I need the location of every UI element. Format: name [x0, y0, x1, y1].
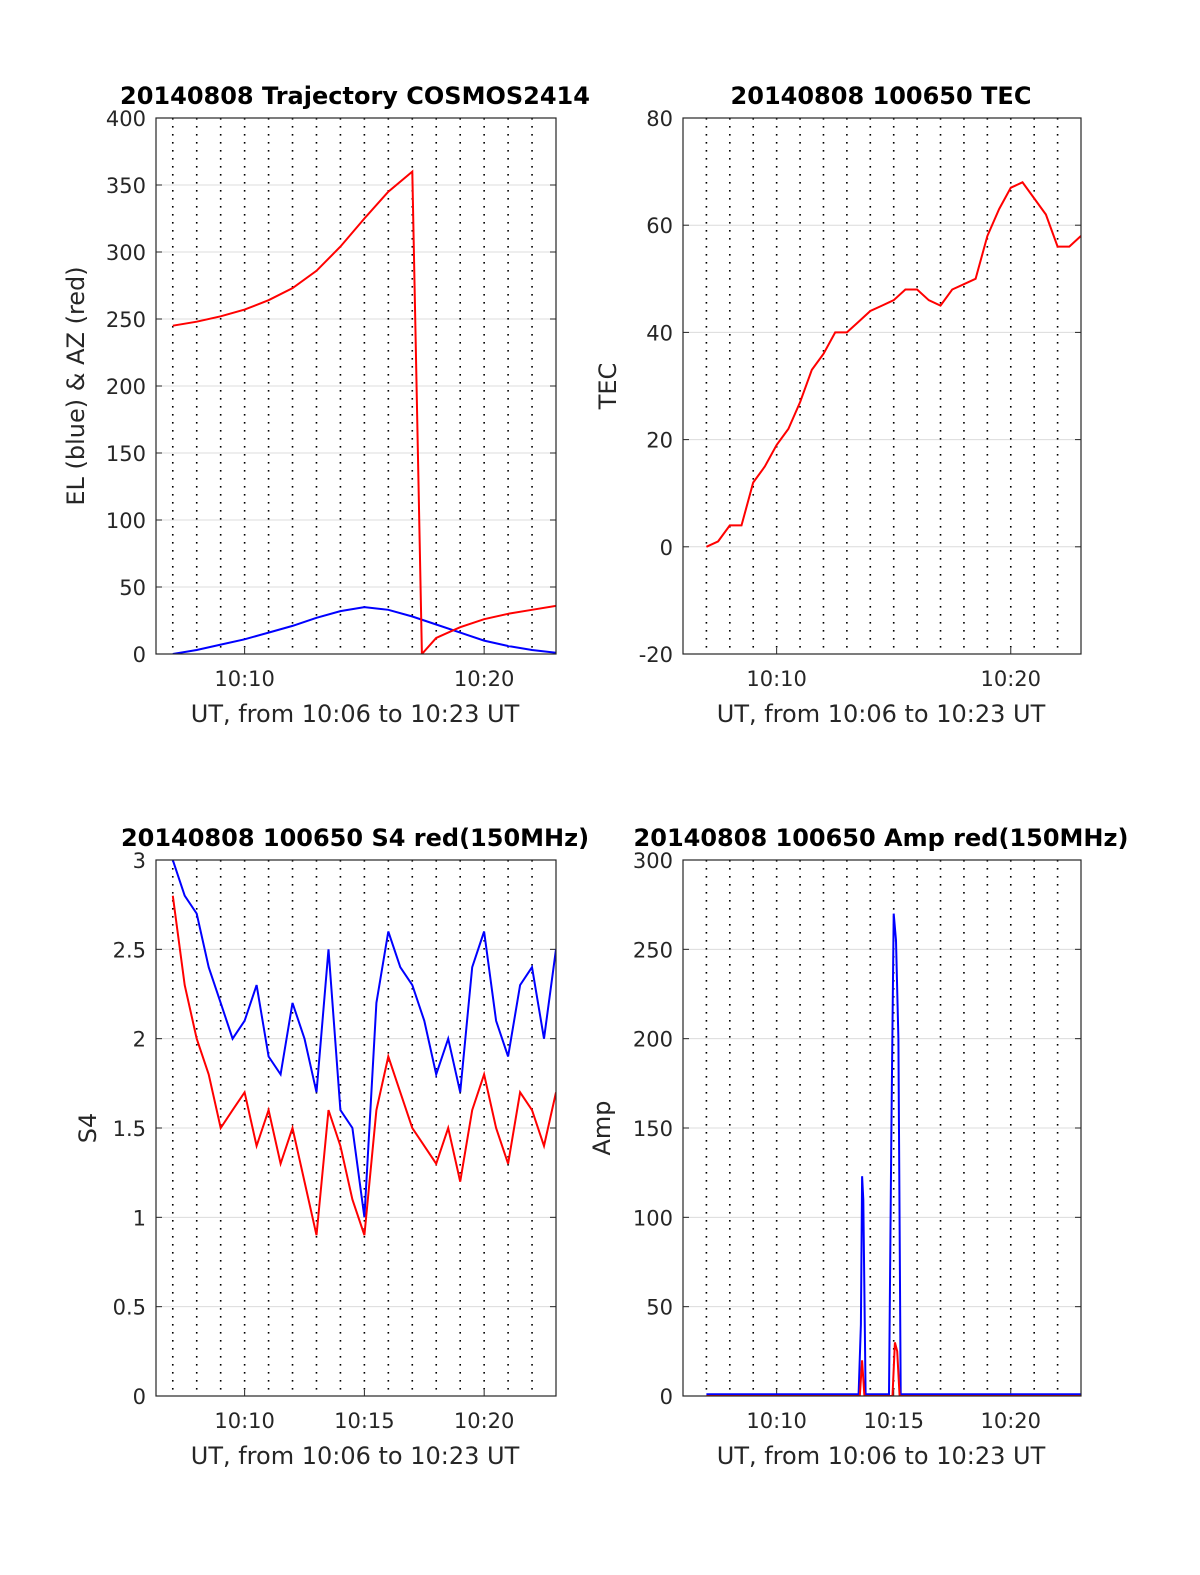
amp-xlabel: UT, from 10:06 to 10:23 UT: [717, 1442, 1046, 1470]
tec-ytick-label: 0: [660, 536, 673, 560]
traj-xtick-label: 10:10: [214, 667, 275, 691]
traj-ytick-label: 50: [119, 576, 146, 600]
traj-ytick-label: 250: [106, 308, 146, 332]
amp-xtick-label: 10:15: [863, 1409, 924, 1433]
traj-series-line: [172, 169, 556, 654]
s4-ytick-label: 0.5: [113, 1296, 146, 1320]
amp-series-line: [706, 913, 1081, 1396]
panel-tec: 20140808 100650 TEC UT, from 10:06 to 10…: [594, 82, 1082, 728]
traj-ytick-label: 100: [106, 509, 146, 533]
s4-ytick-label: 1: [133, 1206, 146, 1230]
amp-ytick-label: 200: [633, 1028, 673, 1052]
amp-title: 20140808 100650 Amp red(150MHz): [634, 824, 1129, 852]
s4-title: 20140808 100650 S4 red(150MHz): [121, 824, 589, 852]
traj-ytick-label: 0: [133, 643, 146, 667]
amp-ytick-label: 0: [660, 1385, 673, 1409]
amp-ytick-label: 50: [646, 1296, 673, 1320]
traj-ytick-label: 200: [106, 375, 146, 399]
tec-ylabel: TEC: [594, 363, 622, 411]
panel-s4: 20140808 100650 S4 red(150MHz) UT, from …: [74, 824, 589, 1470]
tec-xlabel: UT, from 10:06 to 10:23 UT: [717, 700, 1046, 728]
s4-xtick-label: 10:15: [334, 1409, 395, 1433]
s4-ytick-label: 0: [133, 1385, 146, 1409]
traj-axes-frame: [155, 117, 557, 655]
s4-ytick-label: 2.5: [113, 938, 146, 962]
traj-ylabel: EL (blue) & AZ (red): [62, 266, 90, 505]
amp-axes-frame: [682, 859, 1082, 1397]
s4-ytick-label: 3: [133, 849, 146, 873]
tec-ytick-label: 20: [646, 429, 673, 453]
amp-series-line: [706, 1342, 1081, 1396]
tec-ytick-label: 40: [646, 321, 673, 345]
traj-ytick-label: 150: [106, 442, 146, 466]
panel-amp: 20140808 100650 Amp red(150MHz) UT, from…: [588, 824, 1128, 1470]
amp-xtick-label: 10:10: [746, 1409, 807, 1433]
panel-trajectory: 20140808 Trajectory COSMOS2414 UT, from …: [62, 82, 590, 728]
tec-ytick-label: 80: [646, 107, 673, 131]
s4-series-line: [171, 895, 556, 1236]
traj-title: 20140808 Trajectory COSMOS2414: [120, 82, 590, 110]
traj-xtick-label: 10:20: [454, 667, 515, 691]
tec-ytick-label: 60: [646, 214, 673, 238]
s4-ytick-label: 2: [133, 1028, 146, 1052]
tec-title: 20140808 100650 TEC: [731, 82, 1032, 110]
s4-axes-frame: [155, 859, 557, 1397]
s4-xtick-label: 10:20: [454, 1409, 515, 1433]
s4-xtick-label: 10:10: [214, 1409, 275, 1433]
s4-ylabel: S4: [74, 1113, 102, 1144]
amp-ytick-label: 150: [633, 1117, 673, 1141]
traj-ytick-label: 350: [106, 174, 146, 198]
s4-ytick-label: 1.5: [113, 1117, 146, 1141]
tec-series-line: [705, 181, 1081, 548]
tec-xtick-label: 10:20: [980, 667, 1041, 691]
amp-ytick-label: 300: [633, 849, 673, 873]
s4-xlabel: UT, from 10:06 to 10:23 UT: [191, 1442, 520, 1470]
amp-xtick-label: 10:20: [980, 1409, 1041, 1433]
traj-ytick-label: 400: [106, 107, 146, 131]
traj-ytick-label: 300: [106, 241, 146, 265]
tec-ytick-label: -20: [639, 643, 673, 667]
amp-ytick-label: 100: [633, 1206, 673, 1230]
amp-ytick-label: 250: [633, 938, 673, 962]
amp-ylabel: Amp: [588, 1100, 616, 1155]
tec-axes-frame: [682, 117, 1082, 655]
traj-xlabel: UT, from 10:06 to 10:23 UT: [191, 700, 520, 728]
tec-xtick-label: 10:10: [746, 667, 807, 691]
